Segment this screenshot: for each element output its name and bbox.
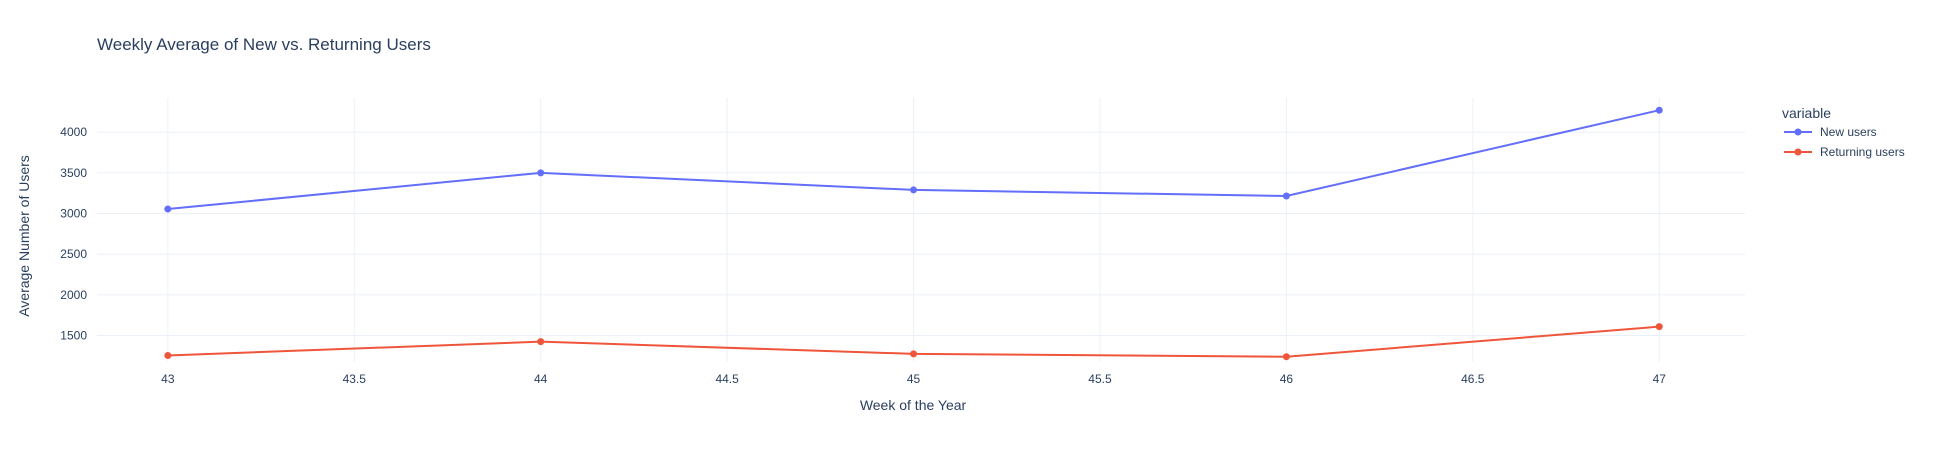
chart-title: Weekly Average of New vs. Returning User… — [97, 35, 431, 54]
legend-label: New users — [1820, 125, 1877, 139]
data-point-returning-users[interactable] — [1655, 323, 1663, 331]
legend-items: New users Returning users — [1784, 125, 1905, 159]
data-point-returning-users[interactable] — [1282, 353, 1290, 361]
y-tick-label: 1500 — [60, 329, 87, 343]
x-tick-label: 43 — [161, 372, 175, 386]
data-point-new-users[interactable] — [537, 169, 545, 177]
y-tick-label: 2000 — [60, 288, 87, 302]
data-point-new-users[interactable] — [910, 186, 918, 194]
x-tick-label: 45.5 — [1088, 372, 1112, 386]
data-point-new-users[interactable] — [1655, 106, 1663, 114]
y-tick-label: 3500 — [60, 166, 87, 180]
x-tick-label: 46 — [1280, 372, 1294, 386]
series — [164, 106, 1663, 361]
x-tick-label: 44 — [534, 372, 548, 386]
grid — [97, 98, 1745, 362]
y-tick-label: 4000 — [60, 125, 87, 139]
data-point-returning-users[interactable] — [910, 350, 918, 358]
x-tick-label: 43.5 — [343, 372, 367, 386]
y-tick-label: 3000 — [60, 207, 87, 221]
x-axis-label: Week of the Year — [860, 397, 967, 413]
legend-swatch-marker — [1794, 128, 1802, 136]
series-new-users — [164, 106, 1663, 213]
legend-swatch-marker — [1794, 148, 1802, 156]
legend-item-new-users[interactable]: New users — [1784, 125, 1877, 139]
x-tick-label: 46.5 — [1461, 372, 1485, 386]
legend-label: Returning users — [1820, 145, 1905, 159]
data-point-new-users[interactable] — [1282, 192, 1290, 200]
y-axis-ticks: 1500 2000 2500 3000 3500 4000 — [60, 125, 87, 342]
data-point-returning-users[interactable] — [164, 351, 172, 359]
data-point-new-users[interactable] — [164, 205, 172, 213]
data-point-returning-users[interactable] — [537, 338, 545, 346]
legend: variable New users Returning users — [1782, 105, 1905, 159]
x-axis-ticks: 43 43.5 44 44.5 45 45.5 46 46.5 47 — [161, 372, 1666, 386]
y-tick-label: 2500 — [60, 247, 87, 261]
x-tick-label: 44.5 — [715, 372, 739, 386]
series-returning-users — [164, 323, 1663, 361]
y-axis-label: Average Number of Users — [16, 155, 32, 317]
x-tick-label: 45 — [907, 372, 921, 386]
legend-title: variable — [1782, 105, 1831, 121]
x-tick-label: 47 — [1653, 372, 1667, 386]
legend-item-returning-users[interactable]: Returning users — [1784, 145, 1905, 159]
